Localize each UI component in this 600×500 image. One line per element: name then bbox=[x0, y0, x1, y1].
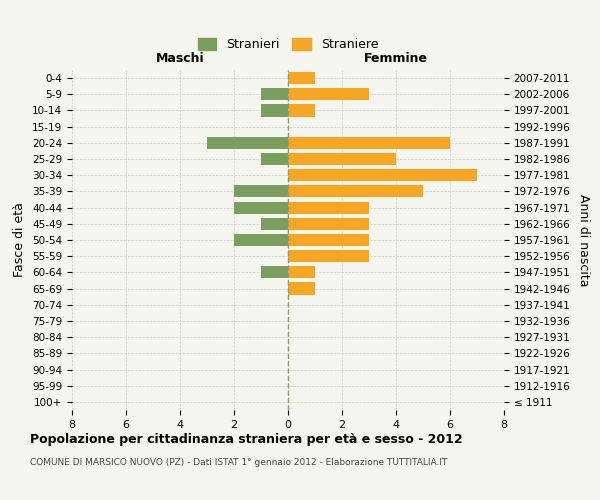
Bar bbox=[288, 153, 396, 165]
Bar bbox=[261, 104, 288, 117]
Bar bbox=[207, 137, 288, 149]
Bar bbox=[288, 72, 315, 84]
Bar bbox=[288, 218, 369, 230]
Bar bbox=[261, 153, 288, 165]
Bar bbox=[288, 88, 369, 101]
Bar bbox=[261, 88, 288, 101]
Bar bbox=[288, 137, 450, 149]
Bar bbox=[234, 186, 288, 198]
Y-axis label: Fasce di età: Fasce di età bbox=[13, 202, 26, 278]
Bar bbox=[234, 234, 288, 246]
Bar bbox=[288, 234, 369, 246]
Y-axis label: Anni di nascita: Anni di nascita bbox=[577, 194, 590, 286]
Text: Maschi: Maschi bbox=[155, 52, 205, 65]
Bar bbox=[288, 104, 315, 117]
Bar bbox=[288, 282, 315, 294]
Text: Femmine: Femmine bbox=[364, 52, 428, 65]
Bar bbox=[288, 250, 369, 262]
Bar bbox=[261, 266, 288, 278]
Bar bbox=[261, 218, 288, 230]
Text: Popolazione per cittadinanza straniera per età e sesso - 2012: Popolazione per cittadinanza straniera p… bbox=[30, 432, 463, 446]
Bar bbox=[288, 266, 315, 278]
Bar bbox=[234, 202, 288, 213]
Bar bbox=[288, 169, 477, 181]
Bar bbox=[288, 186, 423, 198]
Legend: Stranieri, Straniere: Stranieri, Straniere bbox=[191, 32, 385, 58]
Bar bbox=[288, 202, 369, 213]
Text: COMUNE DI MARSICO NUOVO (PZ) - Dati ISTAT 1° gennaio 2012 - Elaborazione TUTTITA: COMUNE DI MARSICO NUOVO (PZ) - Dati ISTA… bbox=[30, 458, 448, 467]
